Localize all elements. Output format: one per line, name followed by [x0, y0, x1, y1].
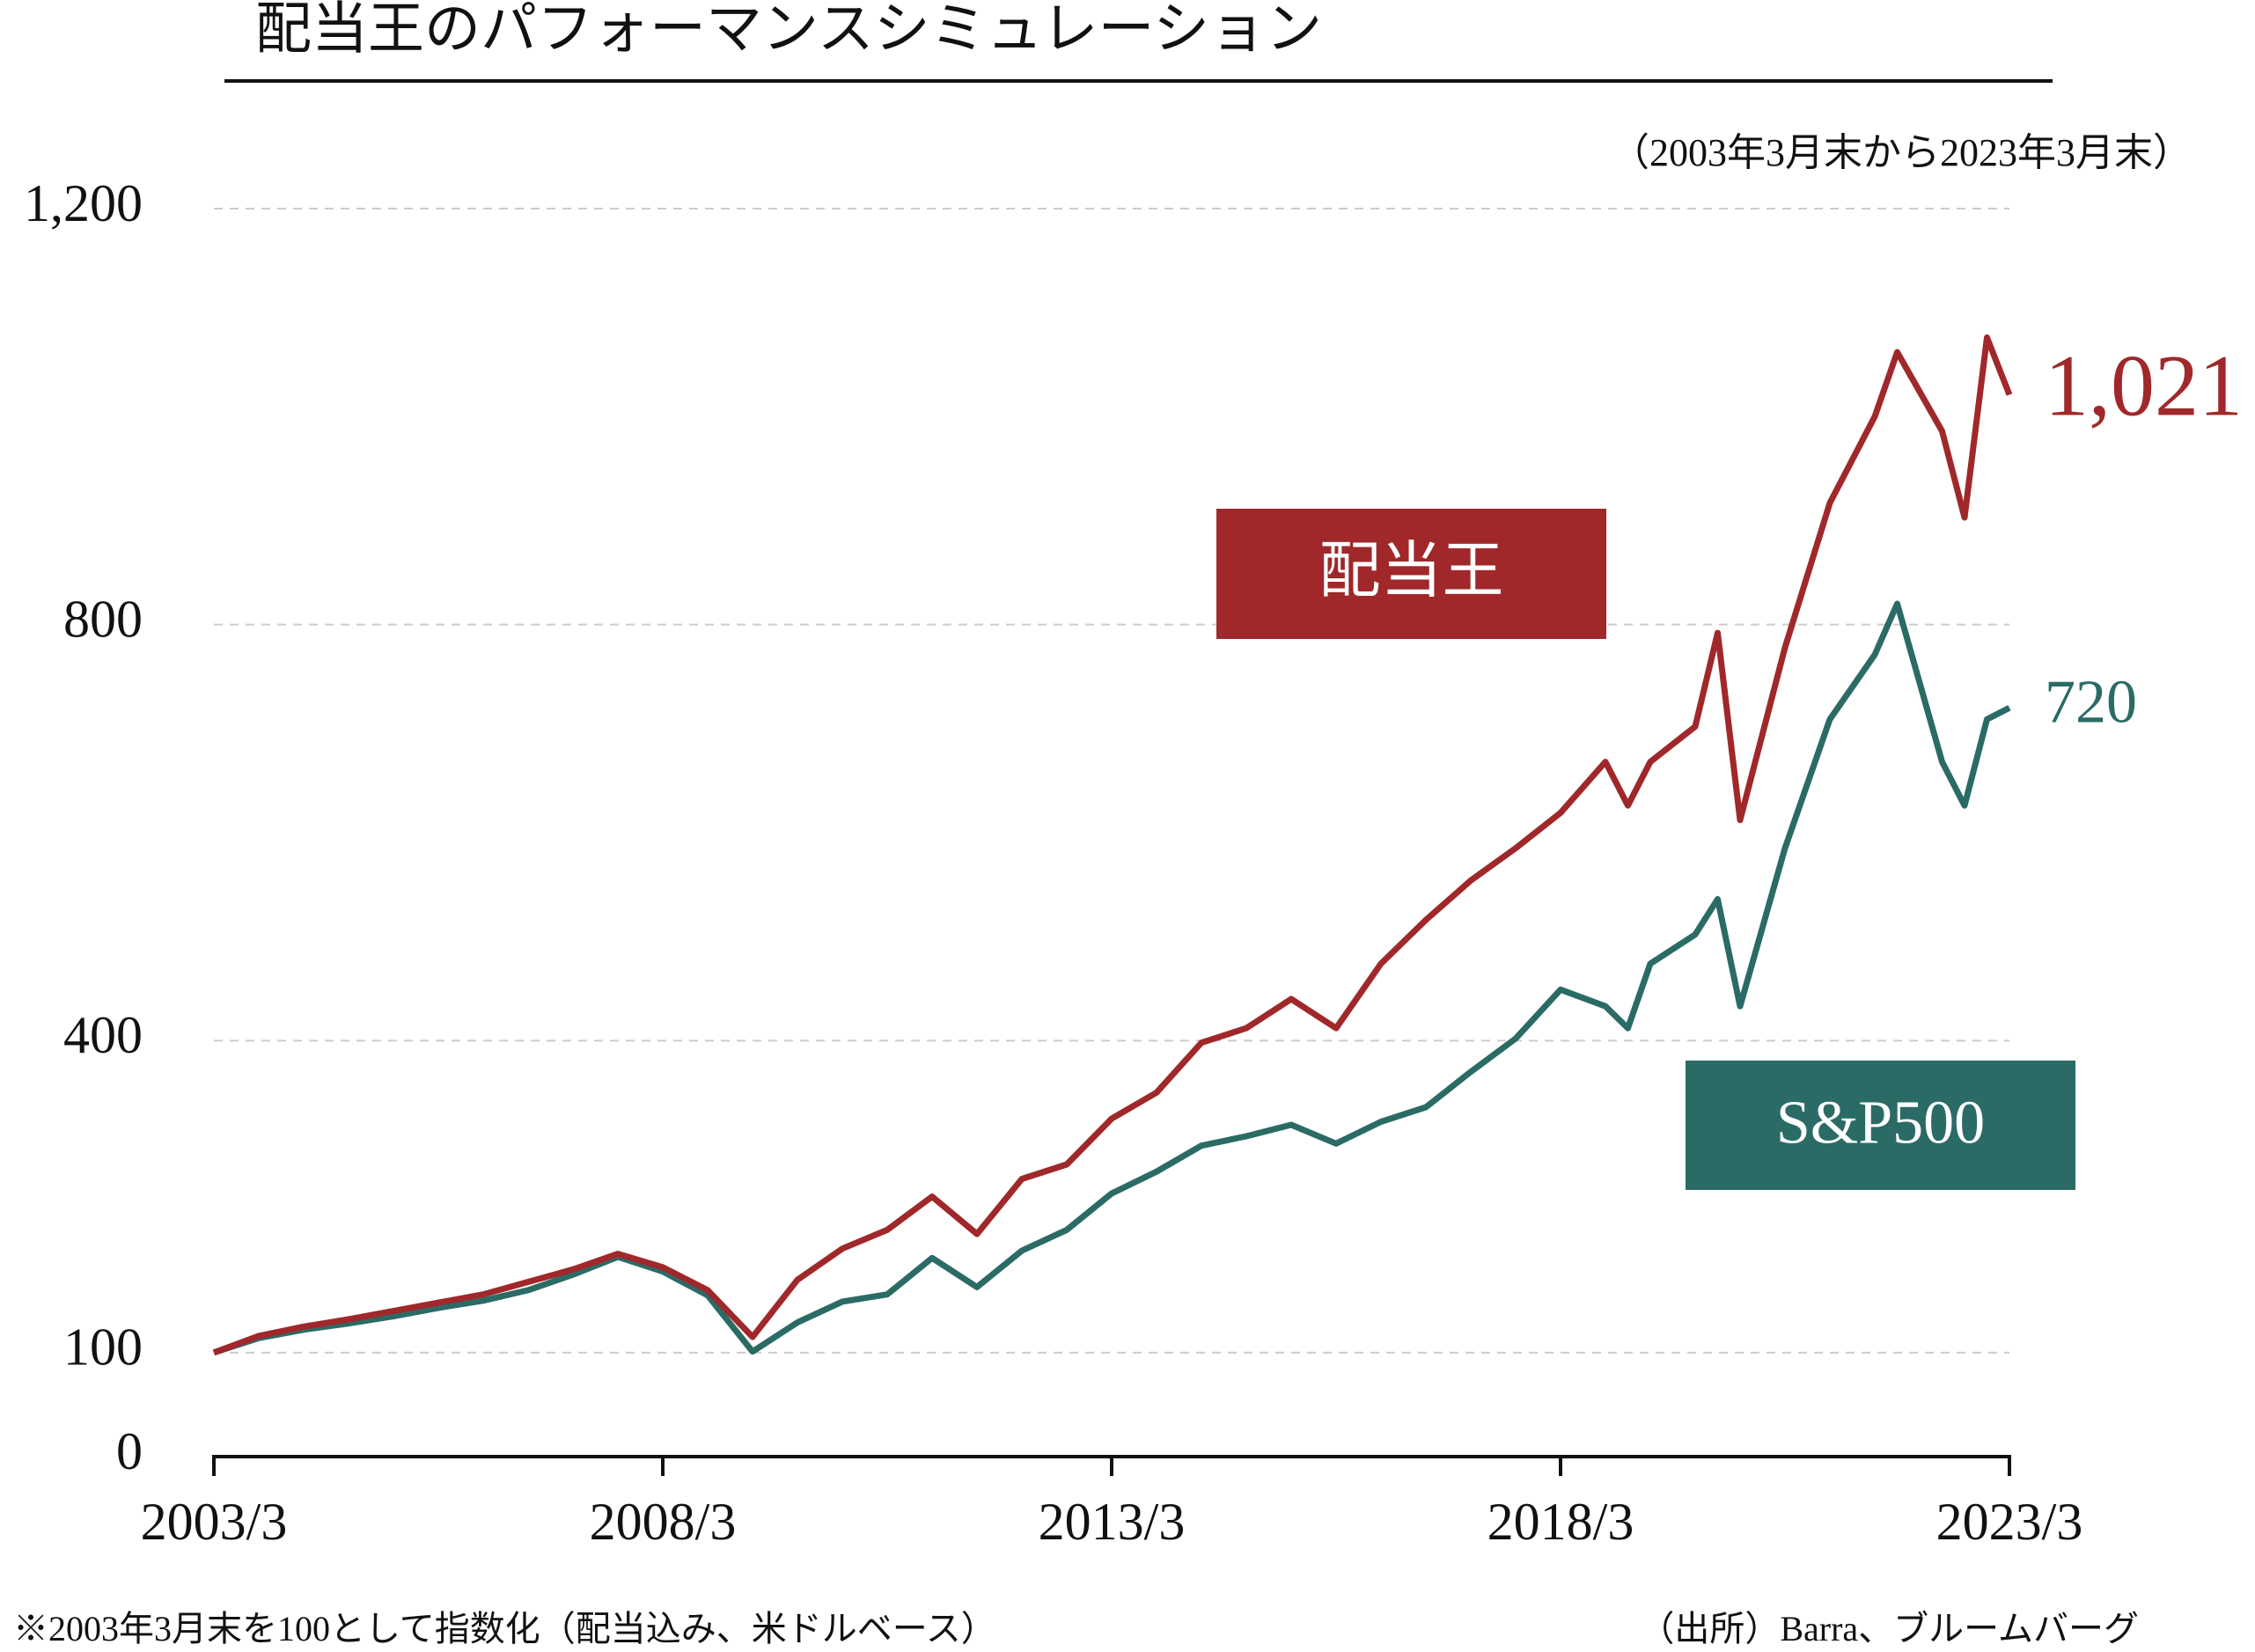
legend-label: 配当王: [1319, 538, 1504, 606]
end-label: 720: [2045, 668, 2137, 736]
legend-box: [1686, 1061, 2075, 1190]
y-tick-label: 1,200: [24, 174, 143, 232]
series-line: [212, 334, 2013, 1356]
y-tick-label: 800: [63, 590, 143, 648]
x-tick-label: 2018/3: [1487, 1493, 1634, 1551]
note: ※2003年3月末を100として指数化（配当込み、米ドルベース）: [13, 1609, 996, 1648]
source: （出所）Barra、ブルームバーグ: [1639, 1609, 2139, 1648]
end-label: 1,021: [2045, 336, 2243, 434]
x-tick-label: 2013/3: [1039, 1493, 1186, 1551]
legend-label: S&P500: [1776, 1090, 1985, 1157]
chart-title: 配当王のパフォーマンスシミュレーション: [255, 0, 1322, 61]
x-tick-label: 2023/3: [1936, 1493, 2083, 1551]
y-tick-label: 100: [63, 1318, 143, 1377]
subtitle: （2003年3月末から2023年3月末）: [1611, 131, 2192, 174]
y-tick-label: 400: [63, 1006, 143, 1064]
legend-box: [1216, 509, 1606, 639]
series-line: [212, 600, 2011, 1356]
y-tick-label: 0: [116, 1422, 143, 1480]
x-tick-label: 2008/3: [590, 1493, 737, 1551]
x-tick-label: 2003/3: [141, 1493, 288, 1551]
